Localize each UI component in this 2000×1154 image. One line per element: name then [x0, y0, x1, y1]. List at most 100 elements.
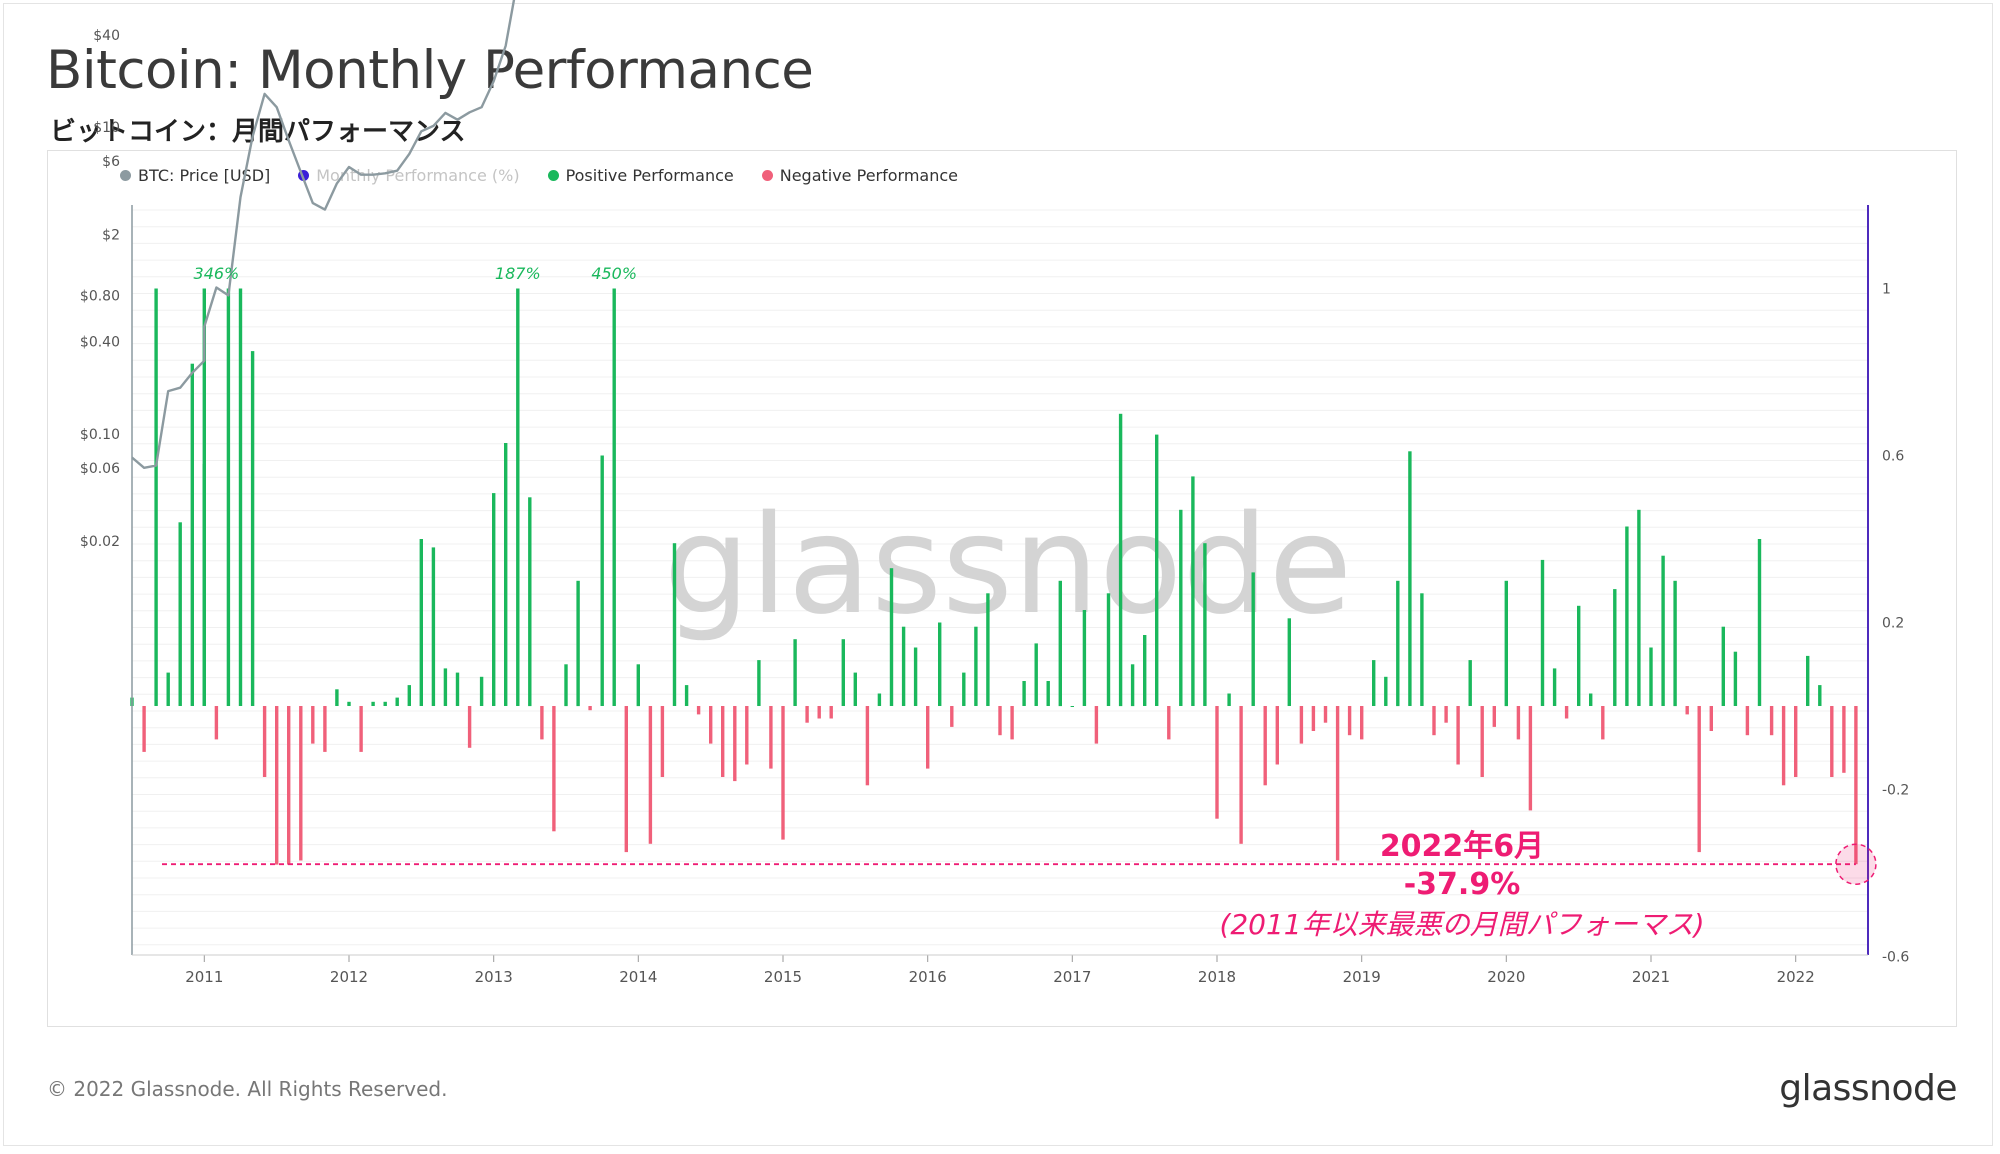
legend-item-price[interactable]: BTC: Price [USD] [120, 166, 270, 185]
positive-bar [600, 455, 604, 706]
positive-bar [1721, 626, 1725, 706]
negative-bar [1794, 706, 1798, 777]
legend-item-positive[interactable]: Positive Performance [547, 166, 734, 185]
legend-item-negative[interactable]: Negative Performance [761, 166, 958, 185]
positive-bar [1155, 434, 1159, 706]
left-axis-tick-label: $0.40 [80, 335, 120, 351]
negative-bar [1854, 706, 1858, 865]
positive-bar [564, 664, 568, 707]
annotations: 346% 187% 450% 2022年6月-37.9% (2011年以来最悪の月間パフ… [162, 264, 1877, 941]
negative-bar [1456, 706, 1460, 765]
negative-bar [214, 706, 219, 740]
negative-bar [769, 706, 773, 769]
positive-bar [1106, 593, 1111, 706]
left-axis-tick-label: $0.02 [80, 534, 120, 550]
legend-label-price: BTC: Price [USD] [138, 166, 271, 185]
negative-bar [262, 706, 267, 777]
negative-bar [142, 706, 146, 752]
positive-bar [419, 539, 423, 706]
positive-bar [1372, 660, 1376, 706]
negative-bar [1347, 706, 1352, 736]
positive-bar [1806, 655, 1810, 706]
positive-bar [1420, 593, 1424, 706]
left-axis-tick-label: $40 [93, 28, 120, 44]
negative-bar [829, 706, 833, 719]
negative-bar [1528, 706, 1533, 811]
negative-bar [1685, 706, 1689, 715]
watermark-logo: glassnode [664, 487, 1353, 645]
positive-bar [1661, 555, 1665, 706]
positive-bar [1733, 651, 1738, 706]
positive-bar [371, 701, 375, 706]
positive-bar [1577, 605, 1581, 706]
positive-bar [1540, 559, 1545, 706]
chart-legend: BTC: Price [USD] Monthly Performance (%)… [120, 166, 958, 185]
negative-bar [1010, 706, 1014, 740]
negative-bar [1094, 706, 1099, 744]
positive-bar [1118, 413, 1123, 707]
positive-bar [793, 639, 797, 706]
x-axis-tick-label: 2021 [1632, 968, 1670, 986]
left-axis-tick-label: $10 [93, 120, 120, 136]
price-line [131, 0, 516, 469]
negative-bar [1492, 706, 1496, 727]
positive-bar [1637, 509, 1641, 706]
negative-bar [733, 706, 737, 782]
negative-bar [1311, 706, 1316, 731]
positive-bar [431, 547, 436, 706]
negative-bar [865, 706, 870, 786]
right-axis-tick-label: 0.2 [1882, 616, 1904, 632]
positive-bar [1757, 539, 1762, 706]
positive-bar [889, 568, 894, 706]
negative-bar [817, 706, 821, 719]
negative-bar [1335, 706, 1340, 861]
positive-bar [250, 351, 255, 706]
performance-bars [130, 288, 1858, 865]
negative-bar [1167, 706, 1171, 740]
positive-bar [1034, 643, 1038, 706]
negative-bar [359, 706, 363, 752]
positive-bar [757, 660, 761, 706]
x-axis-tick-label: 2018 [1198, 968, 1236, 986]
negative-bar [1769, 706, 1774, 736]
x-axis-tick-label: 2016 [909, 968, 947, 986]
positive-bar [1203, 543, 1207, 706]
positive-bar [853, 672, 857, 706]
positive-bar [455, 672, 460, 706]
right-axis-tick-label: -0.2 [1882, 783, 1909, 799]
positive-bar [1673, 580, 1677, 707]
negative-bar [299, 706, 303, 861]
footer-copyright: © 2022 Glassnode. All Rights Reserved. [47, 1077, 448, 1101]
legend-label-monthly-performance: Monthly Performance (%) [316, 166, 520, 185]
negative-bar [709, 706, 713, 744]
negative-bar [745, 706, 749, 765]
positive-bar [938, 622, 942, 706]
positive-bar [407, 685, 411, 706]
negative-bar [588, 706, 592, 711]
x-axis-tick-label: 2014 [619, 968, 657, 986]
positive-bar [516, 288, 520, 706]
negative-bar [1697, 706, 1701, 853]
positive-bar [1613, 589, 1617, 706]
x-axis-tick-label: 2015 [764, 968, 802, 986]
positive-bar [1130, 664, 1135, 707]
positive-bar [1082, 610, 1087, 706]
legend-item-monthly-performance[interactable]: Monthly Performance (%) [298, 166, 520, 185]
legend-dot-negative [761, 170, 773, 181]
peak-annotation: 450% [591, 264, 637, 283]
positive-bar [1589, 693, 1593, 706]
positive-bar [1384, 676, 1388, 706]
negative-bar [624, 706, 628, 853]
positive-bar [1191, 476, 1195, 706]
positive-bar [1408, 451, 1412, 706]
negative-bar [1709, 706, 1713, 731]
x-axis-tick-label: 2020 [1487, 968, 1525, 986]
positive-bar [347, 701, 351, 706]
left-axis-tick-label: $0.10 [80, 427, 120, 443]
positive-bar [1396, 580, 1400, 707]
right-axis-tick-label: 1 [1882, 282, 1891, 298]
negative-bar [926, 706, 930, 769]
legend-label-negative: Negative Performance [779, 166, 958, 185]
positive-bar [1179, 509, 1183, 706]
positive-bar [636, 664, 640, 707]
